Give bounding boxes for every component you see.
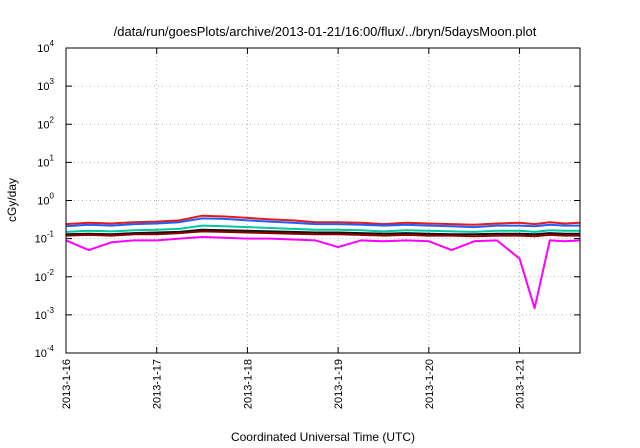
x-tick-label: 2013-1-20 <box>424 359 436 409</box>
y-tick-label: 100 <box>37 192 54 208</box>
y-tick-label: 101 <box>37 153 54 169</box>
grid <box>65 48 580 353</box>
chart-title: /data/run/goesPlots/archive/2013-01-21/1… <box>114 24 537 39</box>
series-line-6 <box>65 236 581 310</box>
x-tick-label: 2013-1-21 <box>515 359 527 409</box>
x-axis: 2013-1-16 2013-1-17 2013-1-18 2013-1-19 2013… <box>61 48 527 409</box>
series-line-2 <box>65 217 580 229</box>
series-group <box>65 214 581 310</box>
x-tick-label: 2013-1-19 <box>333 359 345 409</box>
series-line-3 <box>65 224 580 233</box>
x-tick-label: 2013-1-16 <box>61 359 73 409</box>
y-tick-label: 102 <box>37 115 54 131</box>
x-axis-label: Coordinated Universal Time (UTC) <box>231 430 415 444</box>
x-tick-label: 2013-1-17 <box>152 359 164 409</box>
series-line-5 <box>65 230 580 238</box>
y-axis-label: cGy/day <box>5 178 19 222</box>
y-tick-label: 103 <box>37 77 54 93</box>
y-tick-label: 10-3 <box>35 306 55 322</box>
x-tick-label: 2013-1-18 <box>242 359 254 409</box>
series-line-1 <box>65 214 581 226</box>
y-axis: 10-4 10-3 10-2 10-1 100 101 102 103 104 <box>35 39 580 360</box>
series-line-4 <box>65 228 580 236</box>
y-tick-label: 104 <box>37 39 54 55</box>
y-tick-label: 10-4 <box>35 344 55 360</box>
y-tick-label: 10-2 <box>35 268 55 284</box>
y-tick-label: 10-1 <box>35 230 55 246</box>
